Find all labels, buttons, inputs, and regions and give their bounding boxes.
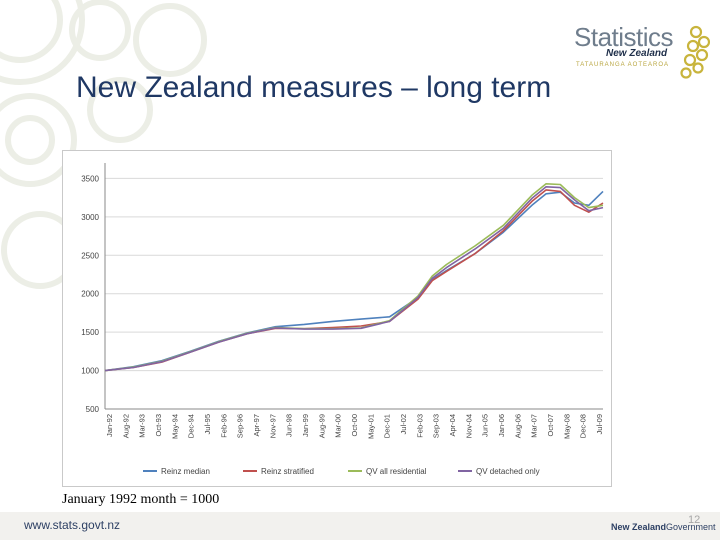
y-tick-label: 3000 xyxy=(81,213,99,222)
legend-label: QV detached only xyxy=(476,467,540,476)
statistics-nz-logo: Statistics New Zealand TATAURANGA AOTEAR… xyxy=(570,22,710,84)
stray-bullet: . xyxy=(232,140,236,156)
legend-label: Reinz median xyxy=(161,467,210,476)
x-tick-label: Aug-06 xyxy=(513,414,522,438)
x-tick-label: Jul-09 xyxy=(595,414,604,434)
footer-url: www.stats.govt.nz xyxy=(24,518,121,532)
background-swirl-decoration xyxy=(0,0,207,289)
x-tick-label: Jun-05 xyxy=(481,414,490,437)
x-tick-label: Feb-96 xyxy=(219,414,228,438)
legend-label: QV all residential xyxy=(366,467,427,476)
x-tick-label: Aug-99 xyxy=(317,414,326,438)
x-tick-label: Aug-92 xyxy=(121,414,130,438)
x-tick-label: Apr-04 xyxy=(448,414,457,437)
x-tick-label: Dec-08 xyxy=(579,414,588,438)
footer-band xyxy=(0,512,720,540)
y-tick-label: 2500 xyxy=(81,251,99,260)
x-tick-label: Nov-04 xyxy=(464,414,473,438)
x-tick-label: Dec-01 xyxy=(383,414,392,438)
logo-wordmark: Statistics xyxy=(574,22,674,52)
nz-government-logo: New ZealandGovernment xyxy=(611,522,716,532)
logo-country: New Zealand xyxy=(606,48,668,59)
gov-part1: New Zealand xyxy=(611,522,667,532)
y-tick-label: 1000 xyxy=(81,367,99,376)
chart-container: 500 1000 1500 2000 2500 3000 3500 Jan-92 Aug-92… xyxy=(62,150,612,487)
x-tick-label: Feb-03 xyxy=(415,414,424,438)
x-tick-label: Oct-07 xyxy=(546,414,555,437)
series-line xyxy=(104,182,604,372)
x-tick-label: Nov-97 xyxy=(268,414,277,438)
x-tick-label: Sep-96 xyxy=(236,414,245,438)
x-tick-label: Jan-99 xyxy=(301,414,310,437)
x-tick-label: Oct-00 xyxy=(350,414,359,437)
legend-label: Reinz stratified xyxy=(261,467,314,476)
logo-flower-icon xyxy=(680,25,710,79)
x-tick-label: Jun-98 xyxy=(285,414,294,437)
x-tick-label: Apr-97 xyxy=(252,414,261,437)
x-tick-label: Jul-95 xyxy=(203,414,212,434)
x-tick-label: May-08 xyxy=(562,414,571,439)
series-line xyxy=(104,190,604,372)
y-tick-label: 500 xyxy=(86,405,100,414)
x-tick-label: Jan-92 xyxy=(105,414,114,437)
x-tick-label: Dec-94 xyxy=(187,414,196,438)
index-base-note: January 1992 month = 1000 xyxy=(62,492,220,507)
x-tick-label: May-01 xyxy=(366,414,375,439)
logo-maori-name: TATAURANGA AOTEAROA xyxy=(576,62,670,68)
x-tick-label: Mar-93 xyxy=(138,414,147,438)
y-tick-label: 1500 xyxy=(81,328,99,337)
x-tick-label: Oct-93 xyxy=(154,414,163,437)
line-chart: 500 1000 1500 2000 2500 3000 3500 Jan-92 Aug-92… xyxy=(81,163,604,476)
x-tick-label: May-94 xyxy=(170,414,179,439)
x-tick-label: Jul-02 xyxy=(399,414,408,434)
slide-title: New Zealand measures – long term xyxy=(76,71,552,104)
x-tick-label: Sep-03 xyxy=(432,414,441,438)
series-line xyxy=(104,185,604,372)
y-tick-label: 3500 xyxy=(81,174,99,183)
page-number: 12 xyxy=(688,514,701,526)
x-tick-label: Mar-07 xyxy=(530,414,539,438)
x-tick-label: Mar-00 xyxy=(334,414,343,438)
y-tick-label: 2000 xyxy=(81,290,99,299)
x-tick-label: Jan-06 xyxy=(497,414,506,437)
gov-part2: Government xyxy=(666,522,716,532)
